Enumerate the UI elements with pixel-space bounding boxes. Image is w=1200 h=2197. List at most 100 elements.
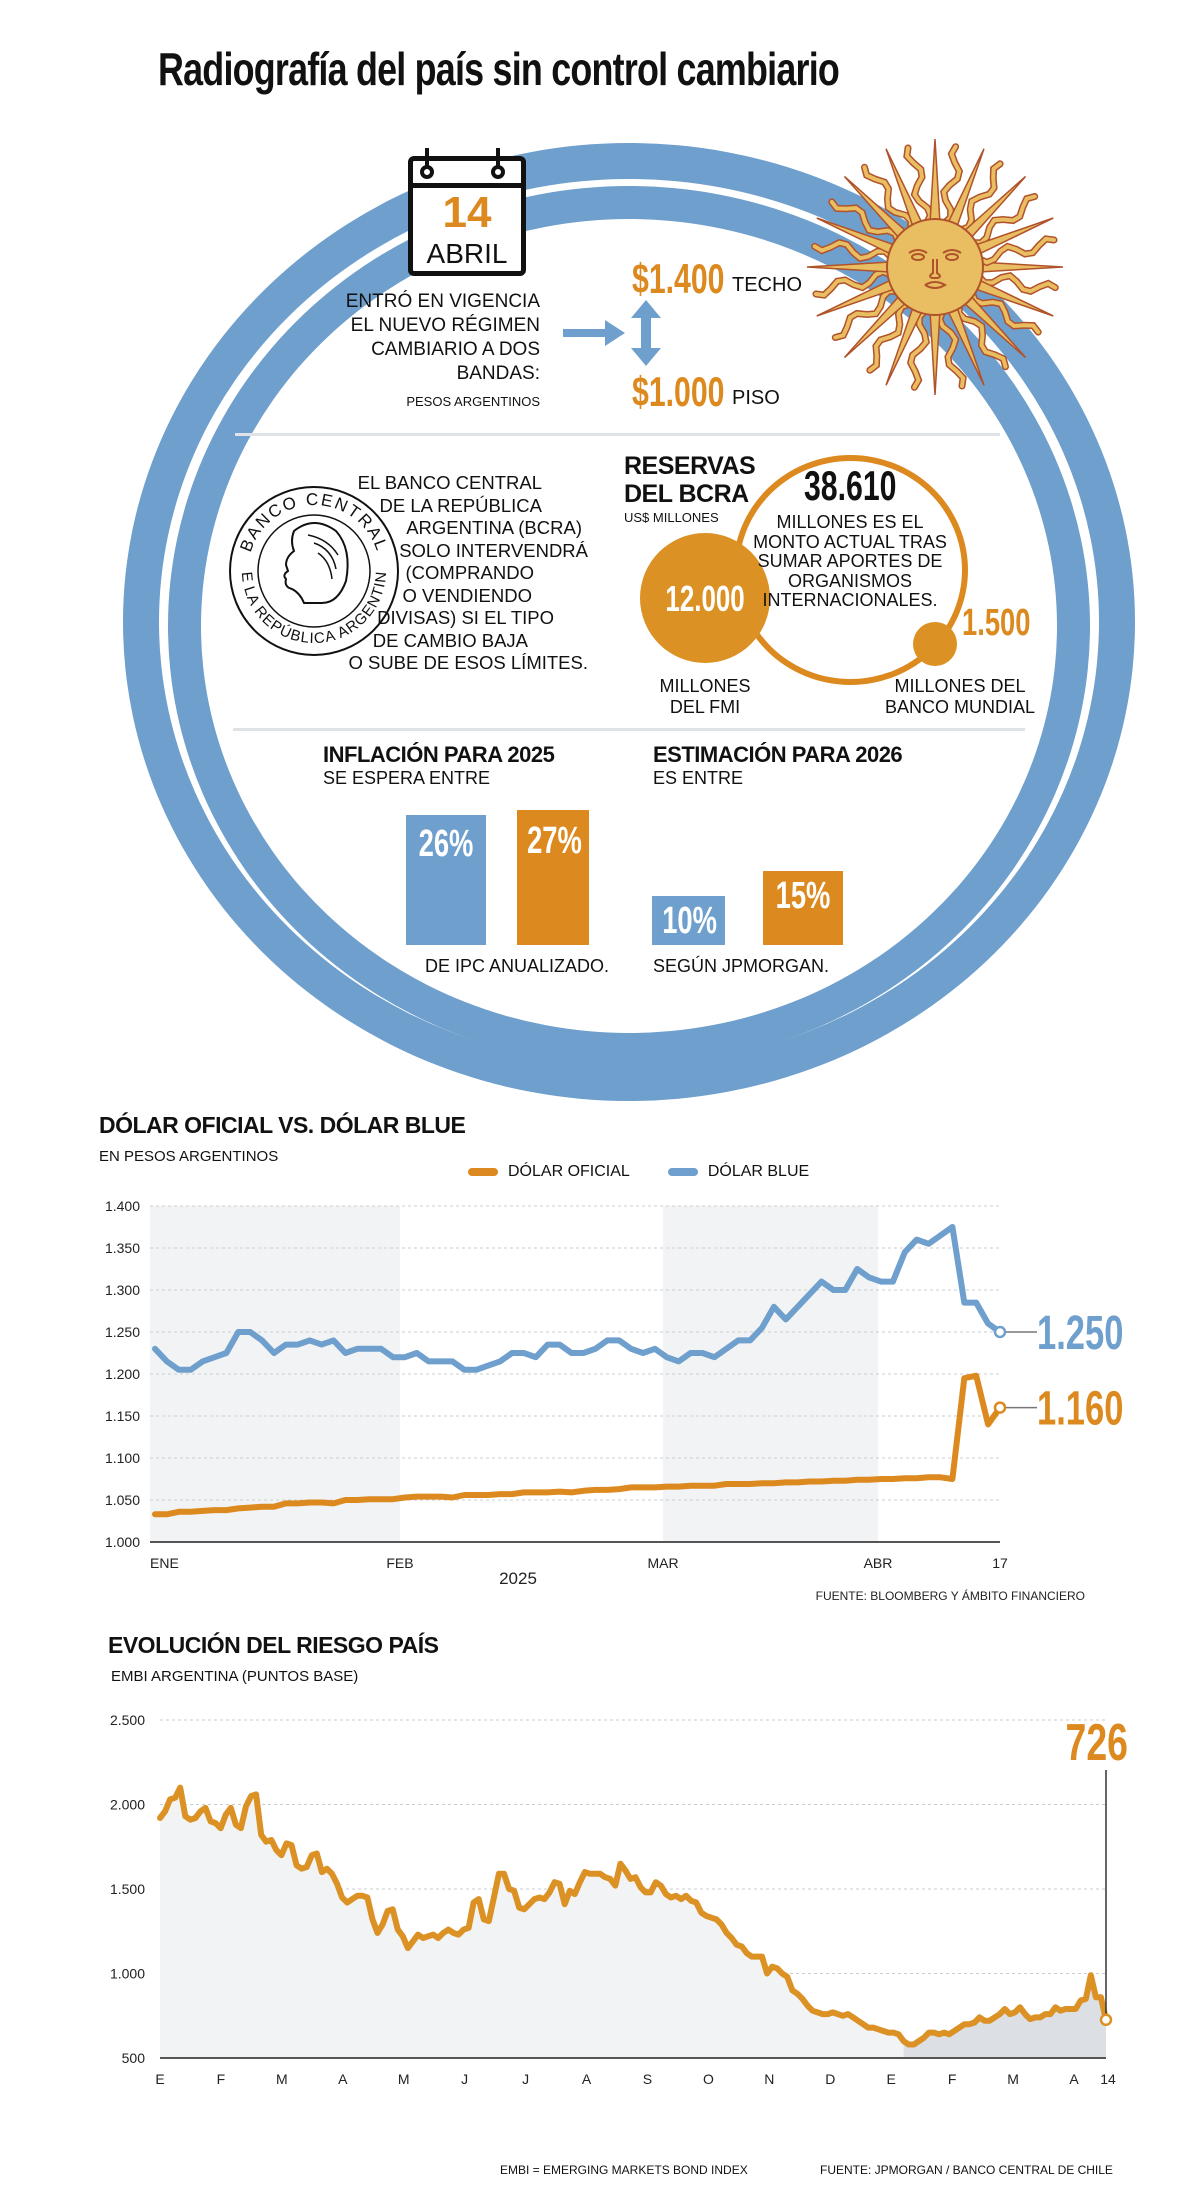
inflation-title: INFLACIÓN PARA 2025 [323,742,555,767]
end-point-marker [993,1401,1007,1414]
sun-ray [969,289,1041,335]
sun-ray [867,301,913,373]
estimate-subtitle: ES ENTRE [653,768,744,788]
chart2-title: EVOLUCIÓN DEL RIESGO PAÍS [108,1632,439,1658]
divider-1 [235,433,1000,436]
sun-ray [814,269,894,298]
y-tick-label: 1.050 [105,1492,140,1508]
legend-swatch-oficial [468,1168,498,1176]
series-line-embi [157,1784,1109,2048]
y-tick-label: 1.150 [105,1408,140,1424]
x-tick-label: N [764,2071,774,2087]
x-tick-label: 17 [992,1555,1008,1571]
sun-ray [862,165,913,233]
bcra-line: SOLO INTERVENDRÁ [399,539,588,561]
sun-ray [929,310,941,396]
inflation-footer: DE IPC ANUALIZADO. [425,956,610,976]
x-tick-label: J [461,2071,468,2087]
sun-ray [904,146,933,226]
sun-ray [976,236,1056,265]
y-tick-label: 1.400 [105,1198,140,1214]
inflation-subtitle: SE ESPERA ENTRE [323,768,491,788]
x-tick-label: A [582,2071,592,2087]
sun-ray [969,194,1037,245]
y-tick-label: 1.500 [110,1881,145,1897]
calendar-ring-right [496,148,500,170]
bcra-line: EL BANCO CENTRAL [357,472,542,493]
series-line-blue [152,1224,1003,1373]
inflation-high-bar: 27% [517,810,589,945]
reserves-total-description: MILLONES ES EL MONTO ACTUAL TRAS SUMAR A… [740,512,960,611]
reserves-total-line: ORGANISMOS [787,570,912,591]
riesgo-pais-chart: 500 1.000 1.500 2.000 2.500 E F M A M J J A S O N D E F M A 1… [110,1712,1128,2087]
reserves-total: 38.610 [803,462,897,509]
reserves-title-line: RESERVAS [624,452,756,480]
y-tick-label: 1.200 [105,1366,140,1382]
legend-label-oficial: DÓLAR OFICIAL [508,1163,630,1180]
sun-ray [941,144,962,226]
regime-line: EL NUEVO RÉGIMEN [350,315,540,336]
regime-line: ENTRÓ EN VIGENCIA [345,291,540,312]
end-value-label: 1.250 [1037,1305,1123,1359]
calendar-hole-left [420,165,434,179]
arrow-right-icon [563,320,625,346]
x-tick-label: F [948,2071,957,2087]
estimate-title: ESTIMACIÓN PARA 2026 [653,742,903,767]
x-tick-label: M [1007,2071,1019,2087]
bcra-line: DIVISAS) SI EL TIPO [377,607,554,628]
page-title: Radiografía del país sin control cambiar… [158,43,840,95]
ceiling-value: $1.400 [632,255,725,302]
area-fill [160,1787,1106,2058]
regime-description: ENTRÓ EN VIGENCIA EL NUEVO RÉGIMEN CAMBI… [310,290,540,414]
sun-ray [929,138,941,224]
legend-label-blue: DÓLAR BLUE [707,1163,810,1180]
end-value-label: 1.160 [1037,1381,1123,1435]
divider-2 [233,728,1025,731]
wb-value: 1.500 [962,602,1031,644]
wb-label-line: MILLONES DEL [894,676,1026,696]
reserves-total-line: INTERNACIONALES. [762,590,938,610]
regime-unit: PESOS ARGENTINOS [406,394,540,409]
wb-label: MILLONES DEL BANCO MUNDIAL [880,676,1040,718]
reserves-total-line: MONTO ACTUAL TRAS [753,531,947,552]
x-tick-label: E [887,2071,896,2087]
chart2-footnote: EMBI = EMERGING MARKETS BOND INDEX [500,2163,748,2177]
bcra-line: (COMPRANDO [405,562,534,583]
imf-circle [640,533,770,663]
wb-circle [913,622,957,666]
calendar-month: ABRIL [426,238,508,269]
sun-features [908,249,962,289]
month-band [150,1206,400,1542]
end-point-marker [993,1325,1007,1339]
sun-ray [937,308,966,388]
sun-ray [908,308,929,390]
sun-ray [829,199,901,245]
bcra-line: DE LA REPÚBLICA [379,494,542,516]
imf-value: 12.000 [665,578,745,619]
x-tick-label: S [643,2071,652,2087]
y-tick-label: 1.000 [105,1534,140,1550]
end-value-label: 726 [1066,1713,1128,1772]
sun-of-may-icon [806,138,1064,396]
inflation-low-bar: 26% [406,815,486,945]
sun-ray [976,273,1058,294]
reserves-title-line: DEL BCRA [624,480,749,508]
x-tick-label: ABR [864,1555,893,1571]
sun-rays [806,138,1064,396]
y-tick-label: 1.350 [105,1240,140,1256]
x-tick-label: A [1069,2071,1079,2087]
imf-label: MILLONES DEL FMI [640,676,770,718]
x-tick-label: MAR [647,1555,678,1571]
ceiling-label: TECHO [732,274,802,296]
bcra-description: EL BANCO CENTRAL DE LA REPÚBLICA ARGENTI… [330,472,588,675]
regime-line: CAMBIARIO A DOS [371,339,540,360]
area-fill-current-year [903,1975,1106,2058]
x-tick-label: M [398,2071,410,2087]
x-tick-label: E [155,2071,164,2087]
series-line-oficial [152,1372,1003,1518]
bcra-line: ARGENTINA (BCRA) [406,517,582,538]
x-tick-label: ENE [150,1555,179,1571]
y-tick-label: 500 [122,2050,146,2066]
x-tick-label: D [825,2071,835,2087]
chart1-title: DÓLAR OFICIAL VS. DÓLAR BLUE [99,1112,466,1138]
